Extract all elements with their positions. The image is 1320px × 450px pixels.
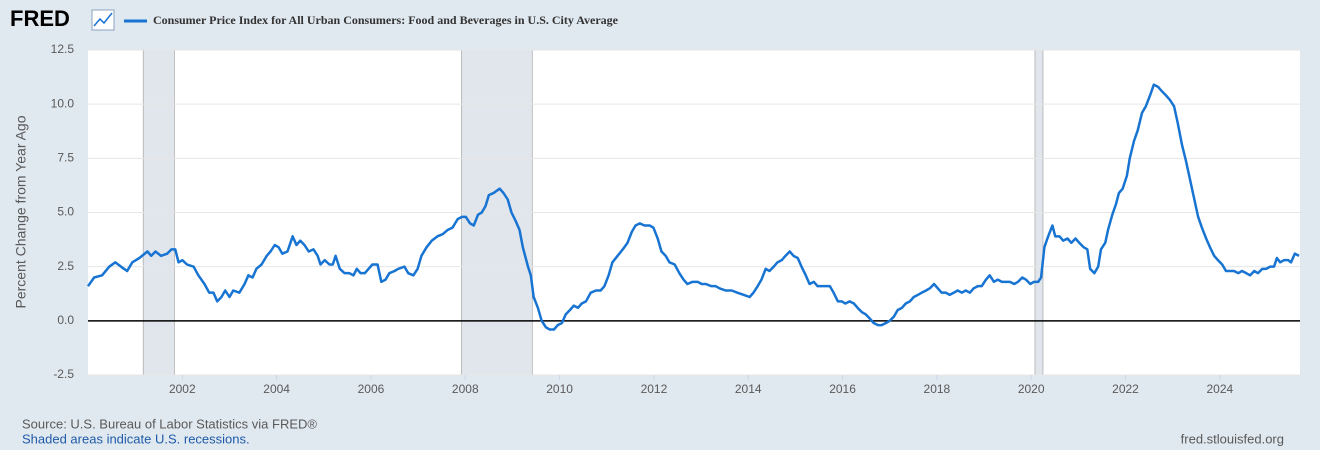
x-tick-label: 2010	[546, 382, 573, 396]
x-tick-label: 2016	[829, 382, 856, 396]
source: Source: U.S. Bureau of Labor Statistics …	[22, 416, 317, 431]
x-tick-label: 2014	[735, 382, 762, 396]
logo: FRED	[10, 6, 70, 31]
y-axis-label: Percent Change from Year Ago	[13, 115, 29, 308]
legend-label: Consumer Price Index for All Urban Consu…	[153, 13, 619, 27]
y-tick-label: 5.0	[57, 205, 74, 219]
y-tick-label: 12.5	[51, 42, 75, 56]
x-tick-label: 2002	[169, 382, 196, 396]
data-line	[86, 83, 1300, 331]
site: fred.stlouisfed.org	[1181, 431, 1284, 446]
x-tick-label: 2020	[1018, 382, 1045, 396]
x-tick-label: 2012	[641, 382, 668, 396]
x-tick-label: 2018	[924, 382, 951, 396]
x-tick-label: 2022	[1112, 382, 1139, 396]
y-tick-label: 7.5	[57, 151, 74, 165]
x-tick-label: 2024	[1206, 382, 1233, 396]
x-tick-label: 2008	[452, 382, 479, 396]
recession-note: Shaded areas indicate U.S. recessions.	[22, 431, 250, 446]
y-tick-label: 0.0	[57, 313, 74, 327]
y-tick-label: 2.5	[57, 259, 74, 273]
x-tick-label: 2004	[263, 382, 290, 396]
logo-icon	[91, 9, 115, 31]
y-tick-label: -2.5	[53, 367, 74, 381]
y-tick-label: 10.0	[51, 96, 75, 110]
x-tick-label: 2006	[358, 382, 385, 396]
